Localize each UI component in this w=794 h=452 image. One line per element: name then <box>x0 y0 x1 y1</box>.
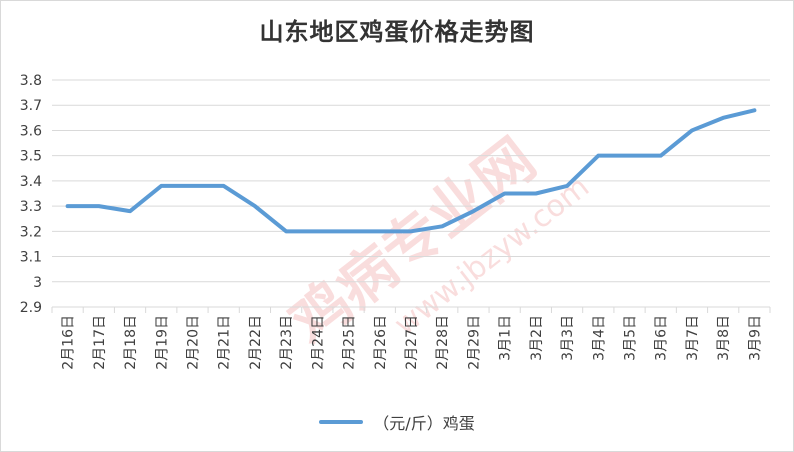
x-tick-label: 2月20日 <box>185 315 201 370</box>
x-tick-label: 2月25日 <box>342 315 358 370</box>
x-tick-label: 2月22日 <box>248 315 264 370</box>
x-tick-label: 2月29日 <box>466 315 482 370</box>
legend: （元/斤）鸡蛋 <box>0 410 794 434</box>
y-tick-label: 2.9 <box>20 300 42 316</box>
chart-title: 山东地区鸡蛋价格走势图 <box>259 18 535 46</box>
series-layer <box>65 108 757 234</box>
y-tick-label: 3.6 <box>20 123 42 139</box>
x-tick-label: 3月2日 <box>529 315 545 361</box>
x-tick-label: 2月28日 <box>435 315 451 370</box>
x-tick-label: 3月9日 <box>747 315 763 361</box>
y-tick-label: 3.2 <box>20 224 42 240</box>
series-line-0 <box>65 108 757 234</box>
grid-lines <box>52 79 770 308</box>
y-tick-label: 3.4 <box>20 174 42 190</box>
x-tick-label: 3月7日 <box>685 315 701 361</box>
y-tick-label: 3.1 <box>20 250 42 266</box>
legend-label: （元/斤）鸡蛋 <box>373 414 475 433</box>
y-tick-label: 3.3 <box>20 199 42 215</box>
x-tick-label: 2月27日 <box>404 315 420 370</box>
x-tick-label: 2月21日 <box>217 315 233 370</box>
x-tick-label: 2月19日 <box>154 315 170 370</box>
x-tick-label: 2月23日 <box>279 315 295 370</box>
x-axis-ticks: 2月16日 2月17日 2月18日 2月19日 2月20日 2月21日 2月22日 2月23日… <box>51 307 771 370</box>
x-tick-label: 3月1日 <box>498 315 514 361</box>
x-tick-label: 2月26日 <box>373 315 389 370</box>
y-tick-label: 3.5 <box>20 149 42 165</box>
x-tick-label: 3月5日 <box>623 315 639 361</box>
x-tick-label: 2月18日 <box>123 315 139 370</box>
x-tick-label: 3月3日 <box>560 315 576 361</box>
legend-swatch <box>319 420 364 424</box>
y-tick-label: 3.7 <box>20 98 42 114</box>
x-tick-label: 3月8日 <box>716 315 732 361</box>
y-tick-label: 3.8 <box>20 73 42 89</box>
x-tick-label: 3月4日 <box>591 315 607 361</box>
x-tick-label: 2月24日 <box>310 315 326 370</box>
x-tick-label: 2月17日 <box>92 315 108 370</box>
y-axis-ticks: 2.9 3 3.1 3.2 3.3 3.4 3.5 3.6 3.7 3.8 <box>20 73 42 316</box>
x-tick-label: 2月16日 <box>61 315 77 370</box>
y-tick-label: 3 <box>33 275 42 291</box>
x-tick-label: 3月6日 <box>654 315 670 361</box>
